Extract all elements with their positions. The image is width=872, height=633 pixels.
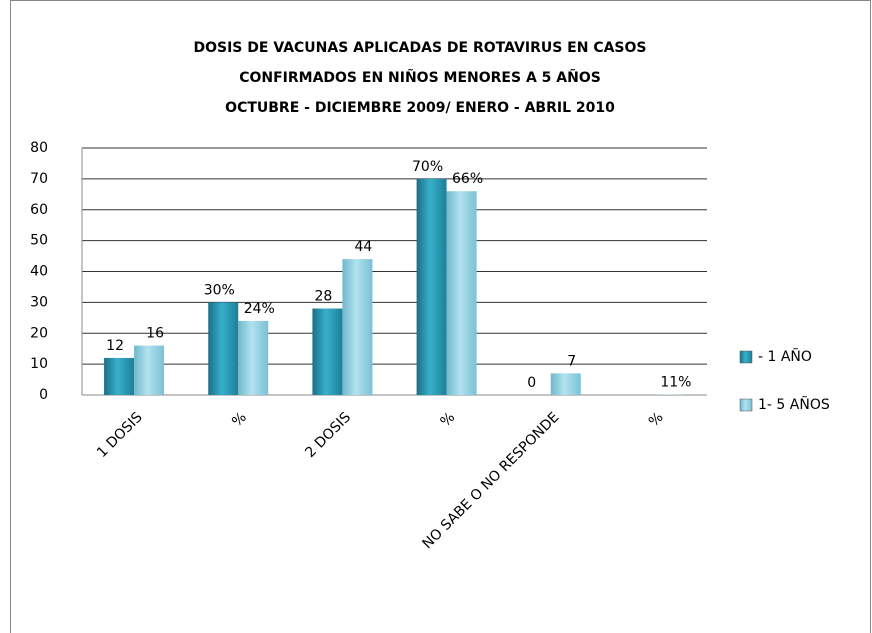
bar [238,320,269,395]
data-label: 11% [660,375,691,391]
data-label: 66% [452,171,483,187]
y-tick-label: 20 [30,325,48,341]
chart-title: DOSIS DE VACUNAS APLICADAS DE ROTAVIRUS … [193,40,646,56]
y-tick-label: 0 [39,387,48,403]
data-label: 70% [412,159,443,175]
bar [446,191,477,395]
data-label: 7 [567,353,576,369]
data-label: 28 [315,289,333,305]
data-label: 30% [204,282,235,298]
data-label: 24% [244,301,275,317]
y-tick-label: 70 [30,171,48,187]
y-tick-label: 10 [30,356,48,372]
bar [342,259,373,395]
y-tick-label: 80 [30,140,48,156]
data-label: 44 [355,239,373,255]
bar [208,302,239,395]
legend-swatch [739,350,753,364]
y-tick-label: 40 [30,264,48,280]
y-tick-label: 60 [30,202,48,218]
y-tick-label: 50 [30,233,48,249]
chart-title: CONFIRMADOS EN NIÑOS MENORES A 5 AÑOS [239,69,601,86]
data-label: 12 [106,338,124,354]
legend-label: 1- 5 AÑOS [758,396,830,413]
chart-title: OCTUBRE - DICIEMBRE 2009/ ENERO - ABRIL … [225,100,615,116]
bar [134,345,165,395]
legend-swatch [739,398,753,412]
y-tick-label: 30 [30,294,48,310]
bar [312,308,343,395]
data-label: 16 [146,326,164,342]
data-label: 0 [527,375,536,391]
bar [550,373,581,395]
legend-label: - 1 AÑO [758,348,812,365]
bar [416,178,447,395]
bar [104,357,135,395]
